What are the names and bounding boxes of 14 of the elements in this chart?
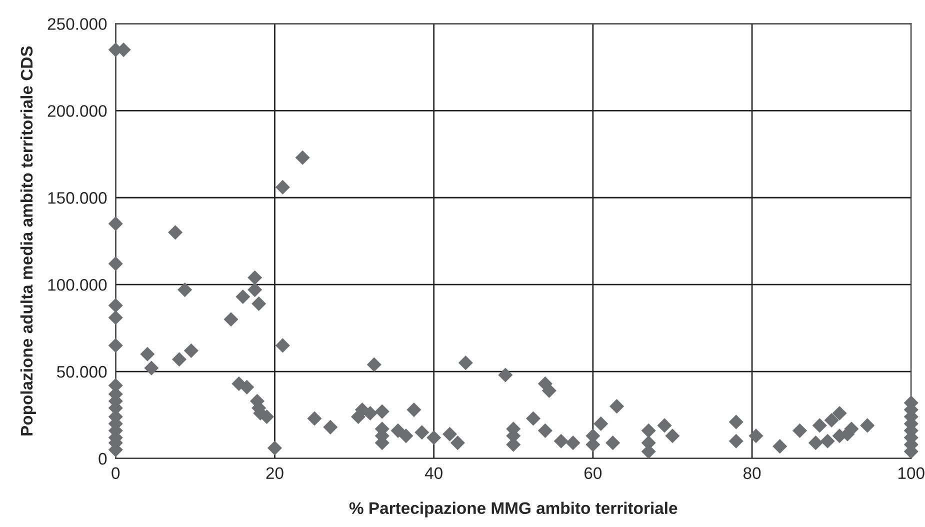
- x-tick-label: 80: [743, 467, 761, 480]
- y-tick-label: 50.000: [56, 366, 107, 378]
- y-tick-label: 150.000: [48, 192, 107, 204]
- x-tick-label: 60: [584, 467, 602, 480]
- x-axis-title: % Partecipazione MMG ambito territoriale: [349, 502, 678, 518]
- x-tick-label: 20: [266, 467, 284, 480]
- y-tick-label: 250.000: [48, 18, 107, 30]
- y-tick-label: 100.000: [48, 278, 107, 291]
- y-tick-label: 200.000: [48, 105, 107, 117]
- x-tick-label: 100: [898, 467, 924, 480]
- x-tick-label: 0: [112, 467, 120, 480]
- y-axis-title: Popolazione adulta media ambito territoriale CDS: [20, 46, 36, 436]
- y-tick-label: 0: [98, 452, 107, 465]
- x-tick-label: 40: [424, 467, 442, 480]
